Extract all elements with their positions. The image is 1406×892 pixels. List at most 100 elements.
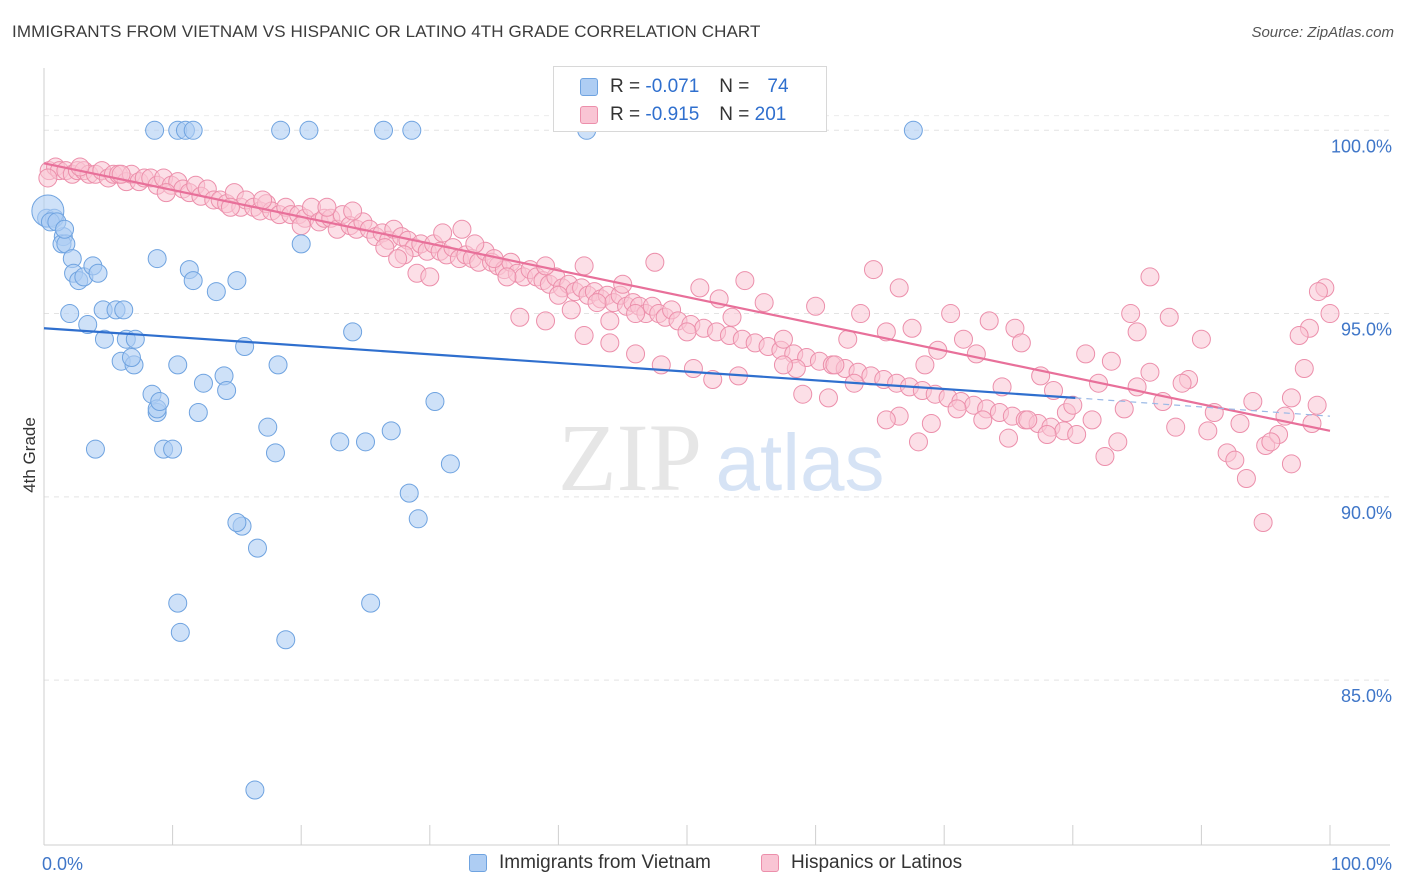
x-tick-label: 100.0% [1331,854,1392,874]
hispanic-point [1159,307,1179,327]
hispanic-point [1067,425,1087,445]
hispanic-point [992,377,1012,397]
vietnam-trend-extension [1075,397,1331,417]
hispanic-point [1230,414,1250,434]
hispanic-point [587,293,607,313]
vietnam-point [408,509,428,529]
hispanic-point [690,278,710,298]
legend-n-label: N = [719,76,750,97]
watermark-atlas: atlas [716,418,885,507]
vietnam-point [227,271,247,291]
hispanic-point [536,311,556,331]
series-label-vietnam: Immigrants from Vietnam [499,852,711,873]
hispanic-point [600,333,620,353]
hispanic-trend-line [43,162,1331,432]
hispanic-point [1281,454,1301,474]
hispanic-point [1166,417,1186,437]
y-tick-label: 85.0% [1341,686,1392,706]
vietnam-point [245,780,265,800]
hispanic-point [908,432,928,452]
vietnam-point [147,249,167,269]
hispanic-point [1294,359,1314,379]
hispanic-point [1108,432,1128,452]
hispanic-point [703,370,723,390]
hispanic-point [921,414,941,434]
hispanic-point [1011,333,1031,353]
hispanic-point [1082,410,1102,430]
series-swatch-blue [469,854,487,872]
vietnam-point [399,483,419,503]
hispanic-point [1302,414,1322,434]
hispanic-point [291,216,311,236]
chart-title: IMMIGRANTS FROM VIETNAM VS HISPANIC OR L… [12,22,761,41]
series-legend-hispanic[interactable]: Hispanics or Latinos [761,852,962,874]
y-tick-label: 100.0% [1331,136,1392,156]
hispanic-point [1198,421,1218,441]
hispanic-point [1114,399,1134,419]
hispanic-point [70,157,90,177]
hispanic-point [1191,329,1211,349]
hispanic-point [889,278,909,298]
series-legend-vietnam[interactable]: Immigrants from Vietnam [469,852,711,874]
hispanic-point [1140,267,1160,287]
vietnam-point [188,403,208,423]
series-legend: Immigrants from Vietnam Hispanics or Lat… [0,852,1406,876]
vietnam-point [168,593,188,613]
hispanic-point [1281,388,1301,408]
hispanic-point [1236,468,1256,488]
hispanic-point [375,238,395,258]
vietnam-point [247,538,267,558]
hispanic-point [626,344,646,364]
hispanic-point [1172,373,1192,393]
vietnam-point [227,512,247,532]
hispanic-point [683,359,703,379]
vietnam-point [291,234,311,254]
vietnam-point [85,439,105,459]
series-swatch-pink [761,854,779,872]
legend-r-value: -0.915 [645,104,700,125]
hispanic-point [735,271,755,291]
hispanic-point [388,249,408,269]
source-label: Source: ZipAtlas.com [1251,24,1394,41]
hispanic-point [600,311,620,331]
hispanic-point [915,355,935,375]
hispanic-point [876,322,896,342]
hispanic-point [999,428,1018,448]
hispanic-point [793,384,813,404]
vietnam-point [402,120,422,140]
vietnam-point [361,593,381,613]
hispanic-point [902,318,922,338]
hispanic-point [863,260,883,280]
legend-r-value: -0.071 [645,76,700,97]
vietnam-point [183,120,203,140]
hispanic-point [548,285,568,305]
hispanic-point [806,296,826,316]
hispanic-point [941,304,961,324]
vietnam-point [271,120,291,140]
hispanic-point [876,410,896,430]
trend-lines [43,162,1331,432]
vietnam-point [88,263,108,283]
y-axis-label-group: 4th Grade [20,417,39,493]
vietnam-point [265,443,285,463]
vietnam-point [145,120,165,140]
hispanic-point [574,256,594,276]
vietnam-point [60,304,80,324]
x-tick-label: 0.0% [42,854,83,874]
vietnam-point [356,432,375,452]
hispanic-point [979,311,999,331]
vietnam-point [440,454,460,474]
hispanic-point [1225,450,1245,470]
hispanic-point [1018,410,1038,430]
hispanic-point [38,168,58,188]
hispanic-point [1063,395,1083,415]
hispanic-point [1037,425,1057,445]
vietnam-point [425,392,445,412]
hispanic-point [1307,395,1327,415]
vietnam-point [268,355,288,375]
hispanic-point [420,267,440,287]
legend-n-value: 74 [767,76,789,97]
correlation-legend: R = -0.071 N = 74 R = -0.915 N = 201 [553,66,827,132]
legend-row-vietnam: R = -0.071 N = 74 [554,73,789,101]
